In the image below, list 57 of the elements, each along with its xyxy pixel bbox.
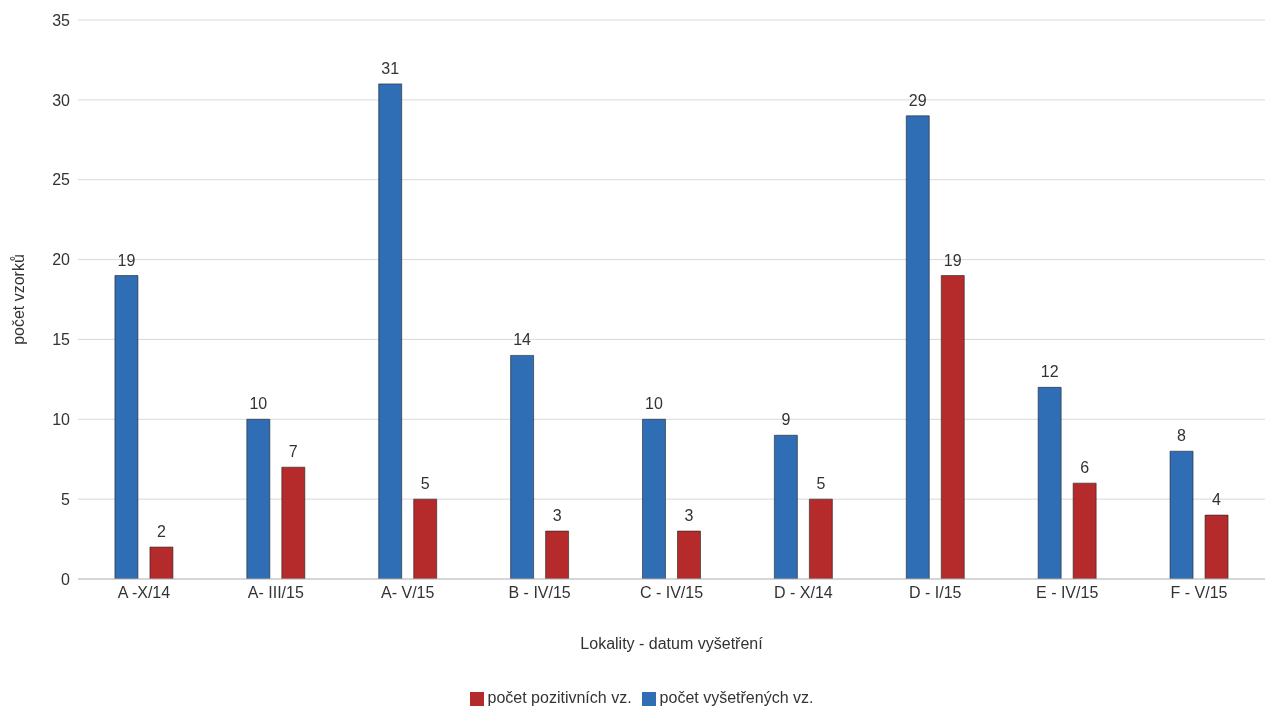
data-label: 5	[816, 475, 826, 493]
bar	[1169, 450, 1194, 579]
y-tick-label: 0	[61, 570, 71, 588]
data-label: 19	[943, 251, 962, 269]
bar	[677, 530, 701, 579]
bar	[246, 418, 271, 579]
bar	[642, 418, 666, 579]
data-label: 6	[1080, 459, 1090, 477]
data-label: 29	[908, 91, 927, 109]
bar	[809, 498, 833, 579]
x-tick-label: A- III/15	[247, 584, 304, 602]
y-axis-title: počet vzorků	[9, 254, 27, 345]
y-tick-label: 30	[52, 91, 71, 109]
data-label: 3	[684, 507, 694, 525]
data-label: 2	[156, 523, 166, 541]
y-tick-label: 15	[52, 331, 71, 349]
bar	[1072, 482, 1097, 579]
x-tick-label: E - IV/15	[1036, 584, 1099, 602]
x-axis-title: Lokality - datum vyšetření	[580, 635, 764, 652]
y-tick-label: 5	[61, 490, 71, 508]
data-label: 10	[249, 395, 268, 413]
bar	[774, 434, 798, 579]
y-tick-label: 10	[52, 410, 71, 428]
data-label: 5	[420, 475, 430, 493]
x-tick-label: B - IV/15	[508, 584, 571, 602]
x-tick-label: D - I/15	[909, 584, 962, 602]
bar	[1204, 514, 1229, 579]
data-label: 31	[381, 59, 400, 77]
bar	[114, 275, 139, 579]
x-tick-label: F - V/15	[1170, 584, 1228, 602]
bar	[281, 466, 306, 579]
y-tick-label: 35	[52, 11, 71, 29]
data-label: 10	[645, 395, 663, 413]
bar	[378, 83, 403, 579]
x-tick-label: A -X/14	[117, 584, 171, 602]
data-label: 14	[513, 331, 532, 349]
bar	[940, 275, 965, 579]
data-label: 9	[781, 411, 791, 429]
legend-label: počet vyšetřených vz.	[659, 689, 814, 706]
data-label: 8	[1177, 427, 1187, 445]
bar	[510, 355, 534, 579]
data-label: 7	[288, 443, 298, 461]
data-label: 19	[117, 251, 136, 269]
y-tick-label: 20	[52, 251, 71, 269]
x-tick-label: D - X/14	[774, 584, 833, 602]
x-tick-label: A- V/15	[381, 584, 435, 602]
x-tick-label: C - IV/15	[639, 584, 704, 602]
bar	[1037, 387, 1062, 579]
bar	[545, 530, 569, 579]
data-label: 3	[552, 507, 562, 525]
bar	[149, 546, 174, 579]
legend-label: počet pozitivních vz.	[487, 689, 632, 706]
bar	[413, 498, 438, 579]
bar	[905, 115, 930, 579]
data-label: 12	[1040, 363, 1059, 381]
y-tick-label: 25	[52, 171, 71, 189]
data-label: 4	[1212, 491, 1222, 509]
